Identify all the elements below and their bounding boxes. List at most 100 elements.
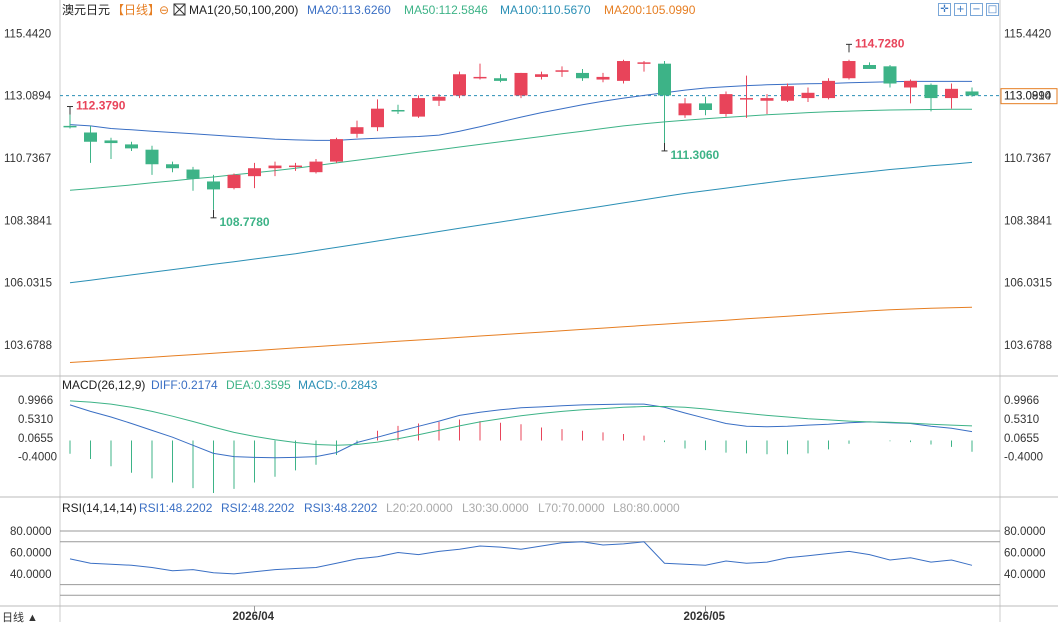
candle-body	[104, 140, 118, 144]
macd-y-tick-right: 0.5310	[1004, 414, 1039, 426]
candle-body	[596, 76, 610, 80]
y-tick-left: 115.4420	[4, 28, 51, 40]
candle-body	[555, 70, 569, 72]
ma-line-ma100	[69, 161, 973, 284]
macd-y-tick-left: 0.9966	[18, 395, 53, 407]
annotation-label: 112.3790	[76, 99, 126, 113]
x-tick-label: 2026/04	[233, 611, 275, 622]
candle-body	[965, 91, 979, 96]
macd-diff-value: DIFF:0.2174	[151, 378, 218, 392]
candle-body	[514, 72, 528, 96]
y-tick-right: 110.7367	[1004, 153, 1051, 165]
zoom-out-icon[interactable]: −	[970, 3, 983, 16]
candle-body	[658, 63, 671, 96]
rsi1-value: RSI1:48.2202	[139, 501, 213, 515]
rsi-y-tick-left: 60.0000	[10, 547, 52, 559]
y-tick-left: 110.7367	[4, 153, 51, 165]
candle-body	[883, 66, 897, 84]
ma-label: MA1(20,50,100,200)	[189, 3, 298, 17]
indicator-settings-icon[interactable]	[173, 3, 186, 16]
macd-y-tick-left: 0.5310	[18, 414, 53, 426]
zoom-in-icon[interactable]: +	[954, 3, 967, 16]
current-price-label: 113.0910	[1004, 91, 1051, 103]
ma20-value: MA20:113.6260	[307, 3, 391, 17]
ma100-value: MA100:110.5670	[500, 3, 591, 17]
macd-y-tick-left: 0.0655	[18, 433, 53, 445]
candle-body	[678, 103, 692, 116]
current-price-tag	[1000, 88, 1058, 105]
candle-body	[145, 149, 159, 165]
candle-body	[412, 98, 425, 117]
candle-body	[781, 86, 794, 101]
ma-line-ma200	[69, 306, 973, 363]
candle-body	[125, 144, 138, 149]
candle-body	[842, 61, 856, 79]
y-tick-left: 106.0315	[4, 278, 52, 290]
candle-body	[227, 174, 241, 189]
ma200-value: MA200:105.0990	[604, 3, 696, 17]
candle-body	[453, 74, 466, 96]
candle-body	[391, 109, 405, 112]
candle-body	[801, 92, 815, 99]
candle-body	[535, 74, 548, 77]
rsi-line	[69, 541, 973, 575]
rsi-l70: L70:70.0000	[538, 501, 605, 515]
rsi2-value: RSI2:48.2202	[221, 501, 295, 515]
candle-body	[63, 125, 77, 128]
y-tick-right: 103.6788	[1004, 340, 1052, 352]
y-tick-right: 113.0894	[1004, 91, 1052, 103]
maximize-icon[interactable]: □	[986, 3, 999, 16]
rsi-l20: L20:20.0000	[386, 501, 453, 515]
rsi-y-tick-right: 60.0000	[1004, 547, 1046, 559]
macd-dea-value: DEA:0.3595	[226, 378, 291, 392]
candle-body	[268, 165, 282, 169]
y-tick-left: 108.3841	[4, 215, 52, 227]
candle-body	[863, 64, 876, 69]
candle-body	[207, 181, 220, 190]
candle-body	[760, 98, 774, 101]
candle-body	[350, 127, 364, 134]
macd-y-tick-right: 0.9966	[1004, 395, 1039, 407]
candle-body	[84, 132, 97, 142]
candle-body	[473, 76, 487, 79]
annotation-label: 114.7280	[855, 36, 905, 50]
rsi-y-tick-right: 80.0000	[1004, 526, 1046, 538]
candle-body	[432, 96, 446, 101]
candle-body	[637, 62, 651, 64]
macd-y-tick-left: -0.4000	[18, 452, 57, 464]
candle-body	[740, 98, 753, 100]
candle-body	[924, 84, 938, 99]
candle-body	[822, 80, 835, 99]
crosshair-icon[interactable]: ✛	[938, 3, 951, 16]
macd-label: MACD(26,12,9)	[62, 378, 145, 392]
rsi-l30: L30:30.0000	[462, 501, 529, 515]
candle-body	[309, 161, 323, 173]
annotation-label: 108.7780	[220, 215, 270, 229]
rsi-y-tick-right: 40.0000	[1004, 569, 1046, 581]
ma-line-ma50	[69, 108, 972, 191]
candle-body	[945, 88, 958, 99]
candle-body	[719, 94, 733, 114]
candle-body	[699, 103, 712, 110]
candle-body	[576, 72, 589, 79]
candle-body	[186, 169, 200, 179]
candle-body	[371, 108, 384, 128]
period-selector[interactable]: 日线 ▲	[2, 612, 38, 624]
ma50-value: MA50:112.5846	[404, 3, 488, 17]
y-tick-right: 115.4420	[1004, 28, 1051, 40]
period-label[interactable]: 【日线】	[112, 3, 160, 17]
macd-hist-value: MACD:-0.2843	[298, 378, 378, 392]
symbol-title: 澳元日元	[62, 3, 110, 17]
x-tick-label: 2026/05	[684, 611, 726, 622]
macd-y-tick-right: -0.4000	[1004, 452, 1043, 464]
rsi-y-tick-left: 80.0000	[10, 526, 52, 538]
candle-body	[166, 164, 179, 169]
candle-body	[617, 61, 630, 81]
rsi-y-tick-left: 40.0000	[10, 569, 52, 581]
candle-body	[494, 78, 507, 81]
rsi-label: RSI(14,14,14)	[62, 501, 137, 515]
ma-line-ma20	[69, 80, 972, 141]
macd-y-tick-right: 0.0655	[1004, 433, 1039, 445]
lock-icon[interactable]: ⊖	[159, 3, 169, 17]
